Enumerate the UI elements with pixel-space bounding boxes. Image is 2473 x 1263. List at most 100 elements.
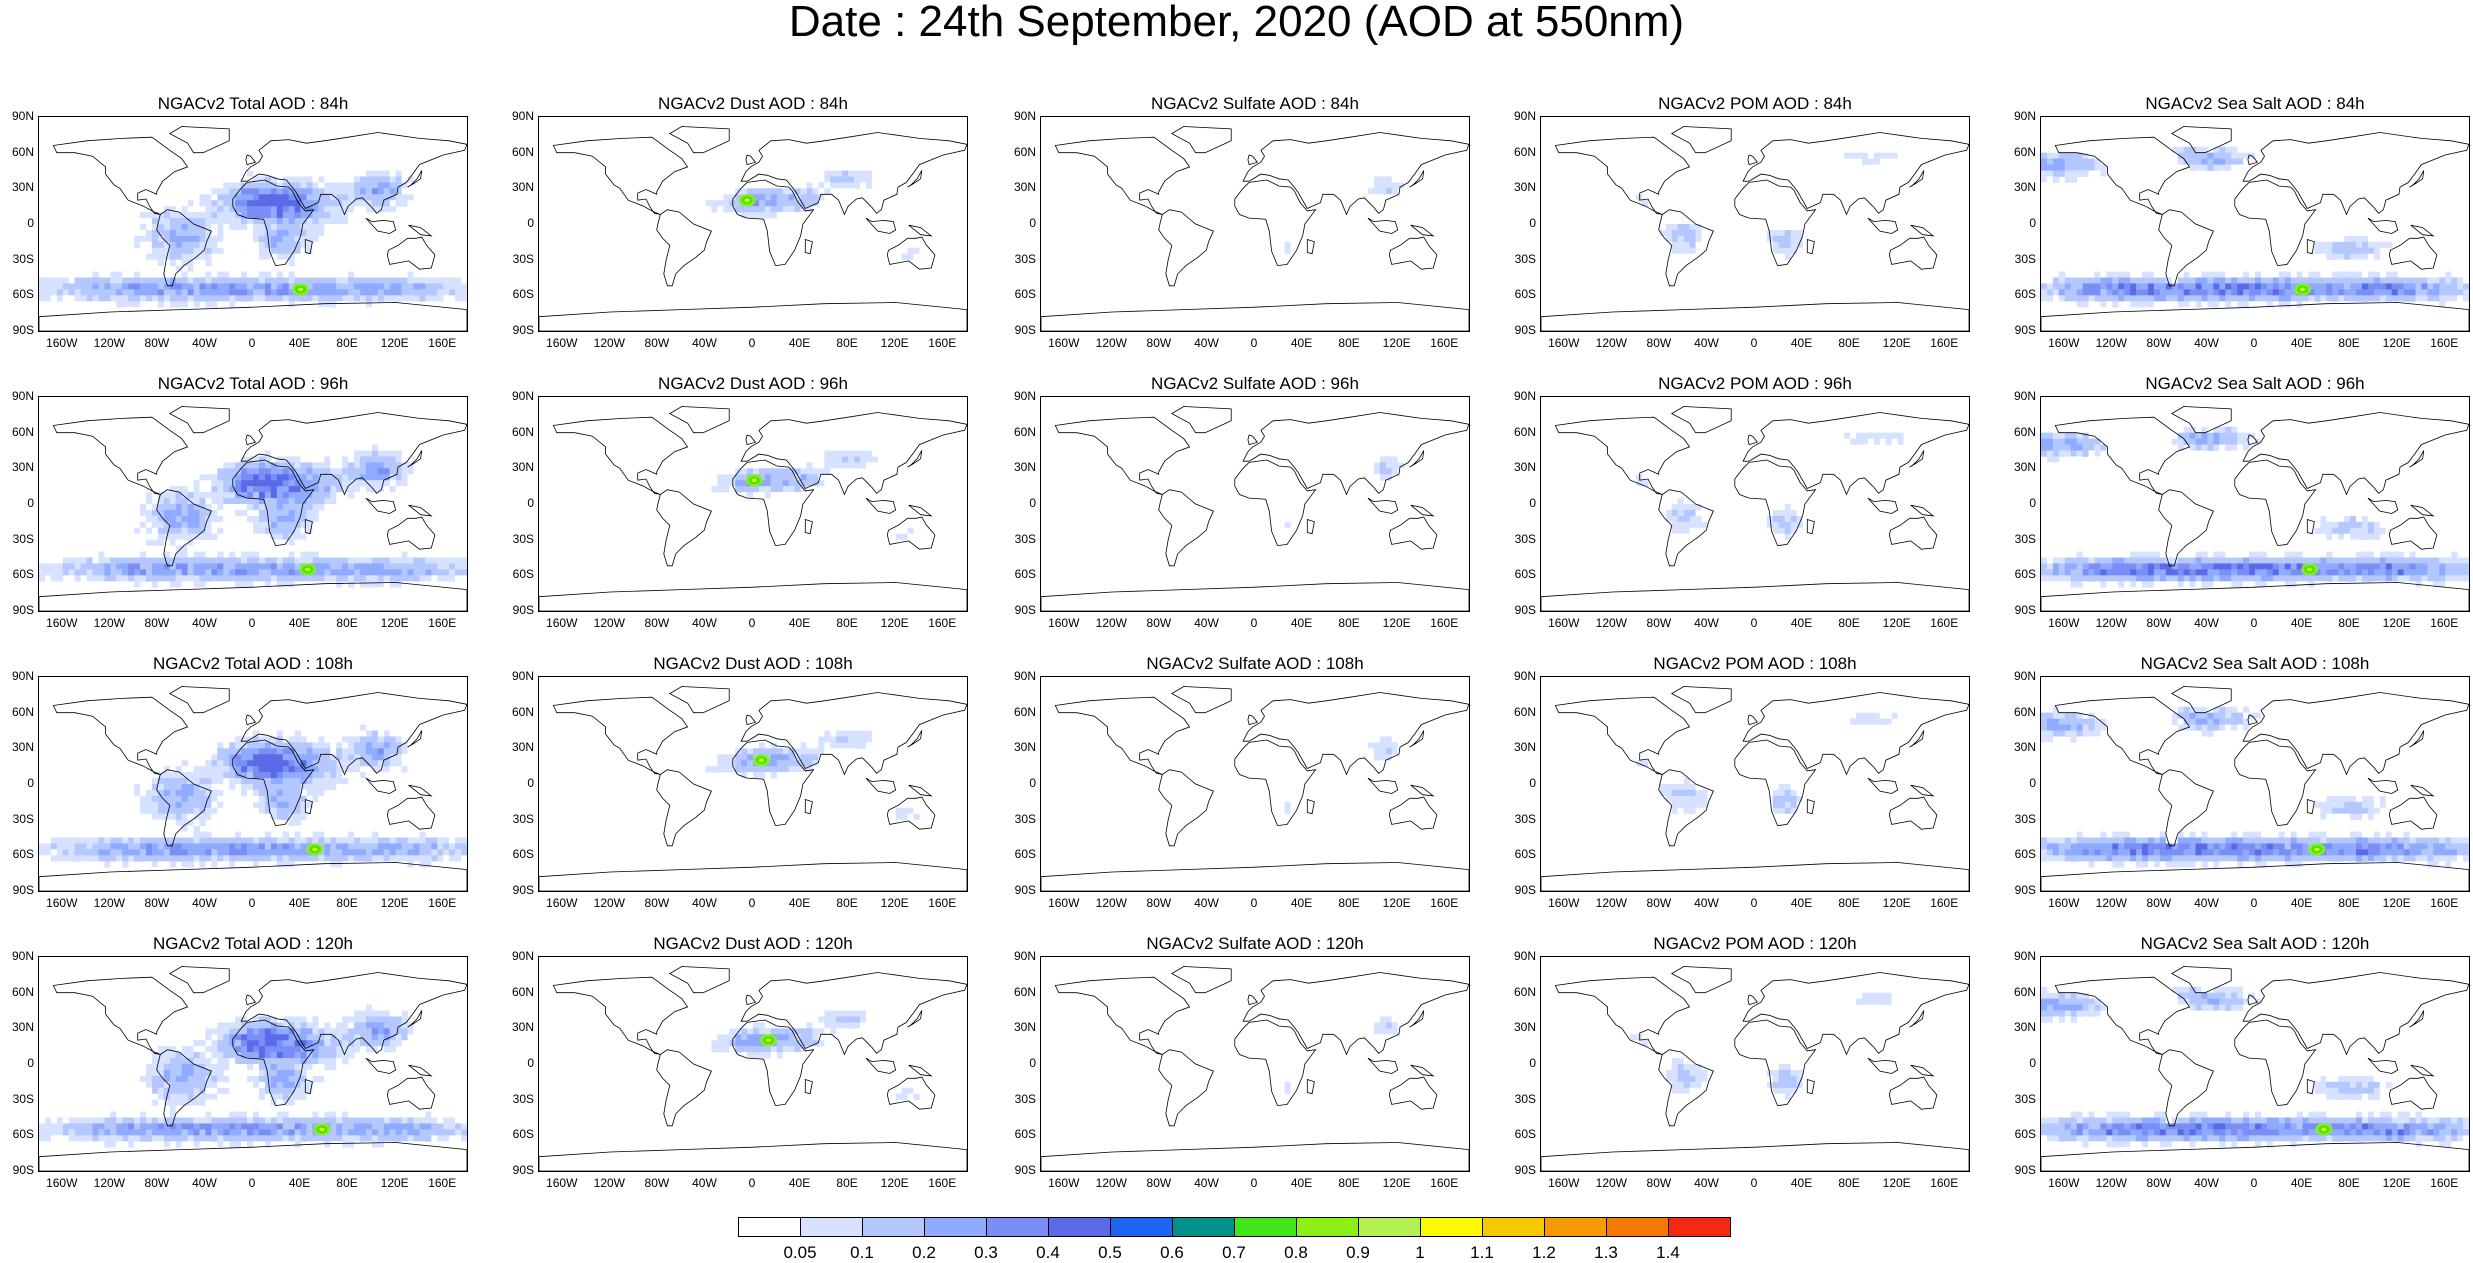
panel-title: NGACv2 Dust AOD : 96h bbox=[538, 374, 968, 394]
aod-shading bbox=[2041, 957, 2469, 1171]
map-frame bbox=[538, 956, 968, 1172]
coastline bbox=[246, 155, 256, 165]
aod-field-map bbox=[1541, 677, 1969, 891]
coastline bbox=[1868, 498, 1898, 513]
lat-tick-label: 90N bbox=[1002, 949, 1036, 963]
lat-tick-label: 90N bbox=[500, 669, 534, 683]
lon-tick-label: 40W bbox=[2184, 616, 2228, 630]
lon-tick-label: 120E bbox=[1375, 1176, 1419, 1190]
lat-tick-label: 30N bbox=[1502, 180, 1536, 194]
coastline bbox=[1368, 218, 1398, 233]
lat-tick-label: 30N bbox=[1502, 1020, 1536, 1034]
lon-tick-label: 40E bbox=[1280, 336, 1324, 350]
aod-hotspot bbox=[319, 1128, 324, 1132]
aod-shading bbox=[2041, 117, 2469, 331]
lon-tick-label: 0 bbox=[1232, 616, 1276, 630]
lon-tick-label: 160E bbox=[920, 1176, 964, 1190]
coastline bbox=[1248, 435, 1258, 445]
panel-title: NGACv2 Dust AOD : 120h bbox=[538, 934, 968, 954]
aod-shading bbox=[1154, 719, 1404, 820]
aod-field-map bbox=[1541, 117, 1969, 331]
lat-tick-label: 60S bbox=[0, 287, 34, 301]
aod-field-map bbox=[39, 677, 467, 891]
lat-tick-label: 30S bbox=[1502, 532, 1536, 546]
aod-field-map bbox=[39, 957, 467, 1171]
colorbar-swatch bbox=[862, 1217, 925, 1237]
aod-hotspot bbox=[2300, 288, 2305, 292]
coastline bbox=[1672, 407, 1731, 433]
lon-tick-label: 40E bbox=[2280, 896, 2324, 910]
lat-tick-label: 90N bbox=[2002, 669, 2036, 683]
lon-tick-label: 160E bbox=[920, 336, 964, 350]
lon-tick-label: 160E bbox=[420, 336, 464, 350]
colorbar-label: 0.8 bbox=[1276, 1243, 1316, 1263]
lat-tick-label: 90N bbox=[0, 109, 34, 123]
map-frame bbox=[538, 676, 968, 892]
lon-tick-label: 80W bbox=[135, 1176, 179, 1190]
aod-field-map bbox=[1041, 117, 1469, 331]
lat-tick-label: 90S bbox=[1502, 323, 1536, 337]
lat-tick-label: 60N bbox=[0, 705, 34, 719]
lon-tick-label: 40W bbox=[682, 896, 726, 910]
lon-tick-label: 120W bbox=[587, 1176, 631, 1190]
coastline bbox=[1243, 973, 1469, 1055]
coastline bbox=[1172, 687, 1231, 713]
lat-tick-label: 60S bbox=[1002, 567, 1036, 581]
lon-tick-label: 120W bbox=[2089, 336, 2133, 350]
lon-tick-label: 0 bbox=[1232, 336, 1276, 350]
coastline bbox=[1172, 127, 1231, 153]
map-frame bbox=[2040, 956, 2470, 1172]
lon-tick-label: 120E bbox=[1875, 336, 1919, 350]
lon-tick-label: 0 bbox=[230, 616, 274, 630]
lat-tick-label: 30S bbox=[1002, 252, 1036, 266]
lat-tick-label: 60N bbox=[2002, 425, 2036, 439]
aod-hotspot bbox=[312, 848, 317, 852]
lat-tick-label: 90S bbox=[1502, 1163, 1536, 1177]
coastline bbox=[1743, 973, 1969, 1055]
lon-tick-label: 0 bbox=[730, 896, 774, 910]
lat-tick-label: 0 bbox=[500, 496, 534, 510]
coastlines bbox=[539, 407, 967, 612]
colorbar-label: 0.2 bbox=[904, 1243, 944, 1263]
coastline bbox=[553, 697, 687, 774]
lon-tick-label: 80E bbox=[1327, 616, 1371, 630]
lat-tick-label: 90N bbox=[500, 949, 534, 963]
lat-tick-label: 90N bbox=[2002, 109, 2036, 123]
coastline bbox=[1541, 303, 1969, 332]
lon-tick-label: 40W bbox=[182, 336, 226, 350]
lon-tick-label: 40W bbox=[1684, 896, 1728, 910]
coastline bbox=[1743, 133, 1969, 215]
lon-tick-label: 160W bbox=[2042, 336, 2086, 350]
colorbar-label: 0.5 bbox=[1090, 1243, 1130, 1263]
lat-tick-label: 60S bbox=[1002, 847, 1036, 861]
lon-tick-label: 80W bbox=[2137, 336, 2181, 350]
lon-tick-label: 160W bbox=[1542, 896, 1586, 910]
lon-tick-label: 160W bbox=[2042, 1176, 2086, 1190]
lon-tick-label: 40W bbox=[1184, 616, 1228, 630]
lat-tick-label: 90N bbox=[1002, 109, 1036, 123]
coastlines bbox=[1041, 407, 1469, 612]
lat-tick-label: 90S bbox=[500, 1163, 534, 1177]
coastlines bbox=[539, 127, 967, 332]
colorbar-swatch bbox=[1110, 1217, 1173, 1237]
lon-tick-label: 40W bbox=[682, 1176, 726, 1190]
aod-hotspot bbox=[759, 758, 764, 762]
lon-tick-label: 80W bbox=[135, 336, 179, 350]
aod-hotspot bbox=[752, 478, 757, 482]
lat-tick-label: 30N bbox=[1002, 180, 1036, 194]
lon-tick-label: 160E bbox=[420, 616, 464, 630]
panel-title: NGACv2 Dust AOD : 84h bbox=[538, 94, 968, 114]
lon-tick-label: 160E bbox=[1422, 616, 1466, 630]
lon-tick-label: 120W bbox=[1089, 336, 1133, 350]
aod-shading bbox=[39, 117, 467, 331]
coastline bbox=[1055, 417, 1189, 494]
lat-tick-label: 90N bbox=[2002, 949, 2036, 963]
lon-tick-label: 0 bbox=[1732, 896, 1776, 910]
lon-tick-label: 80E bbox=[1827, 896, 1871, 910]
lat-tick-label: 90S bbox=[2002, 1163, 2036, 1177]
